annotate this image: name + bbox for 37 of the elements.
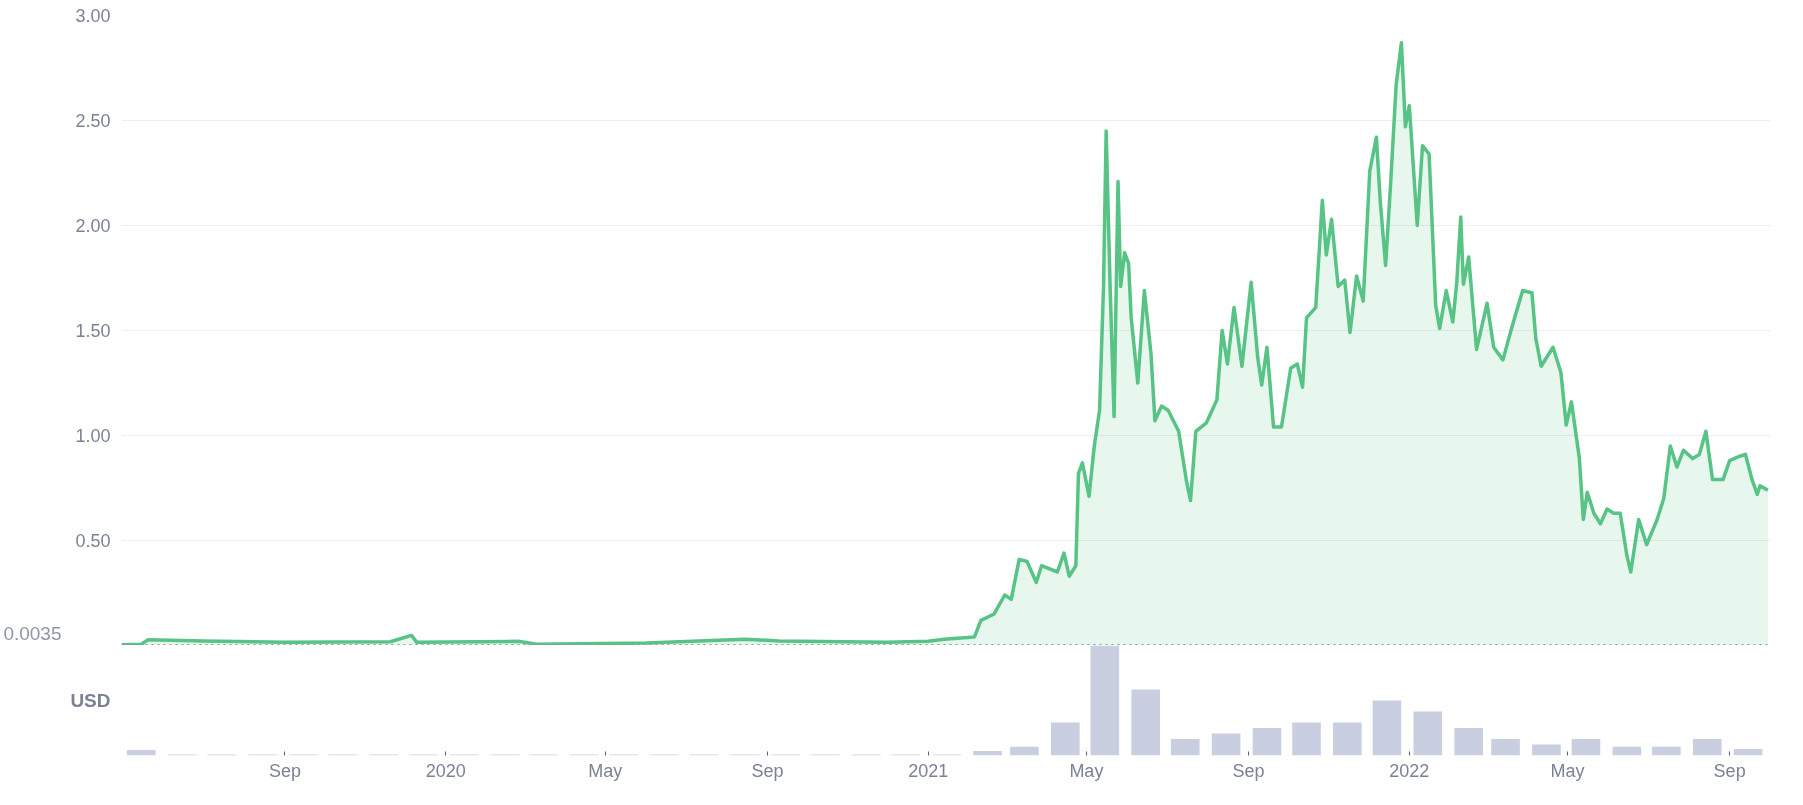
y-tick-label: 0.50: [75, 531, 111, 551]
bar: [1252, 728, 1282, 756]
bar: [1292, 722, 1321, 756]
y-tick-label: 1.00: [75, 426, 111, 446]
x-tick-label: 2020: [425, 760, 466, 781]
y-tick-label: 3.00: [75, 6, 111, 26]
x-tick-label: 2021: [908, 760, 949, 781]
bar: [1211, 733, 1241, 756]
bar: [1491, 739, 1520, 756]
bar: [1050, 722, 1080, 756]
x-tick-label: May: [1069, 760, 1104, 781]
x-tick-label: 2022: [1389, 760, 1430, 781]
y-tick-label: 2.50: [75, 111, 111, 131]
y-tick-label: 2.00: [75, 216, 111, 236]
x-tick-label: Sep: [268, 760, 301, 781]
y-tick-label: 1.50: [75, 321, 111, 341]
bar: [1131, 689, 1160, 756]
bar: [973, 751, 1002, 756]
text: USD: [70, 690, 111, 711]
x-tick-label: Sep: [1232, 760, 1265, 781]
bar: [126, 750, 156, 756]
x-tick-label: Sep: [751, 760, 784, 781]
bar: [1170, 739, 1200, 756]
x-tick-label: May: [1550, 760, 1585, 781]
bar: [1333, 722, 1362, 756]
bar: [1532, 744, 1561, 756]
bar: [1454, 728, 1483, 756]
bar: [1372, 700, 1402, 756]
x-tick-label: Sep: [1713, 760, 1746, 781]
bar: [1010, 746, 1039, 756]
bar: [1692, 739, 1722, 756]
bar: [1413, 711, 1443, 756]
ref-line-label: 0.0035: [3, 622, 62, 644]
x-tick-label: May: [588, 760, 623, 781]
bar: [1090, 645, 1120, 756]
bar: [1571, 739, 1601, 756]
bar: [1652, 746, 1681, 756]
